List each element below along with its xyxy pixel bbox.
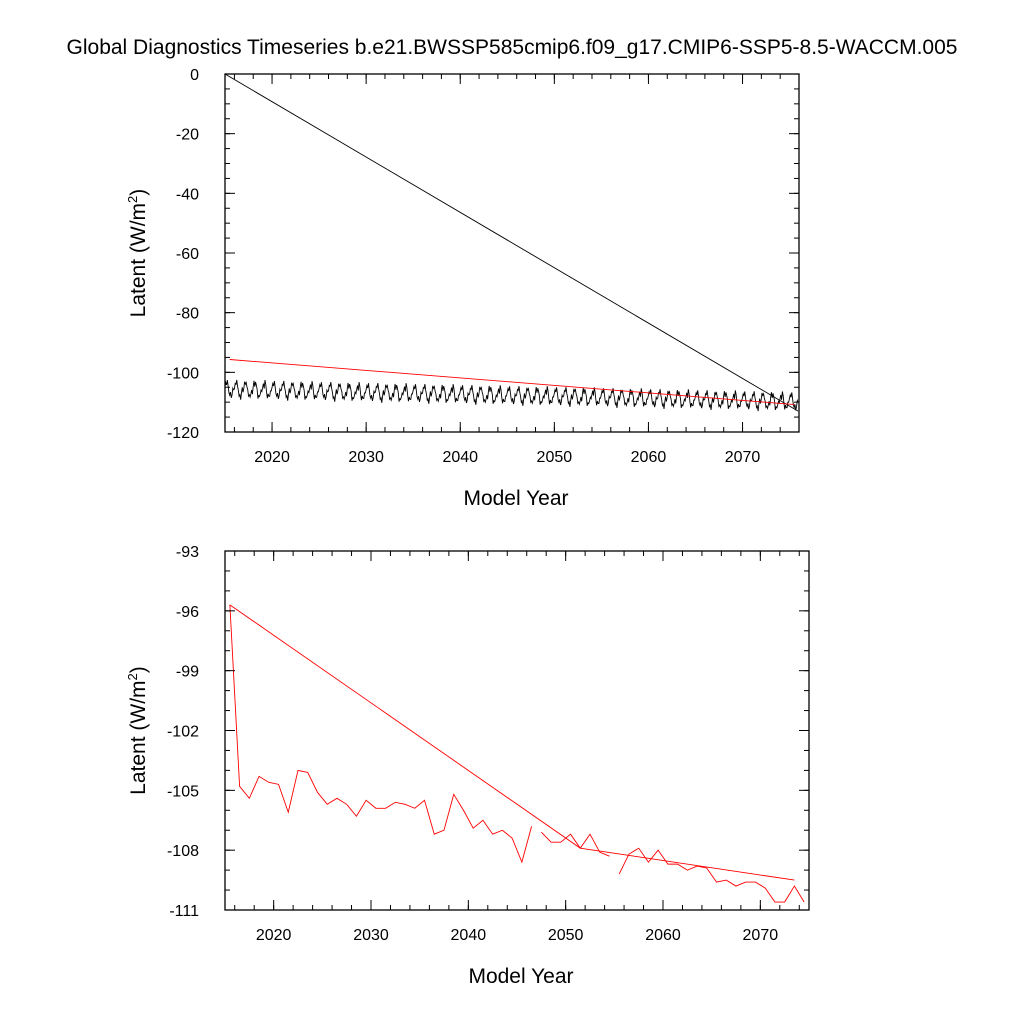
x-axis-label: Model Year — [468, 965, 573, 988]
y-tick-label: -96 — [176, 604, 199, 621]
x-axis-label: Model Year — [463, 487, 568, 510]
y-tick-label: -100 — [167, 365, 199, 382]
y-axis-label: Latent (W/m2) — [125, 666, 150, 795]
x-tick-label: 2060 — [645, 927, 681, 944]
series-group — [225, 74, 799, 412]
x-tick-label: 2040 — [451, 927, 487, 944]
y-tick-label: -108 — [167, 843, 199, 860]
y-tick-label: -102 — [167, 724, 199, 741]
y-tick-label: -80 — [176, 306, 199, 323]
y-tick-label: -111 — [169, 903, 199, 920]
x-tick-label: 2040 — [442, 449, 478, 466]
y-tick-label: -120 — [167, 425, 199, 442]
y-tick-label: -20 — [176, 127, 199, 144]
x-tick-label: 2050 — [537, 449, 573, 466]
y-tick-label: -99 — [176, 664, 199, 681]
x-tick-label: 2070 — [743, 927, 779, 944]
y-tick-label: -60 — [176, 246, 199, 263]
bottom-panel: 2020 2030 2040 2050 2060 2070 -93 -96 -99 -102 -10… — [125, 544, 810, 988]
y-tick-label: 0 — [190, 67, 199, 84]
series-line-2 — [229, 359, 795, 405]
x-tick-label: 2020 — [254, 449, 290, 466]
page-title: Global Diagnostics Timeseries b.e21.BWSS… — [66, 36, 958, 59]
y-tick-label: -40 — [176, 186, 199, 203]
x-tick-label: 2030 — [353, 927, 389, 944]
top-panel: 2020 2030 2040 2050 2060 2070 0 -20 -40 -60 -80 -10… — [125, 67, 800, 510]
x-tick-label: 2060 — [631, 449, 667, 466]
y-tick-label: -105 — [167, 783, 199, 800]
series-line-0 — [225, 379, 799, 412]
x-tick-label: 2030 — [348, 449, 384, 466]
series-line-1 — [225, 74, 799, 412]
plot-frame — [224, 73, 800, 433]
y-axis-label: Latent (W/m2) — [125, 189, 150, 318]
x-tick-label: 2070 — [725, 449, 761, 466]
series-line-1 — [229, 604, 795, 881]
series-line-0 — [229, 604, 805, 903]
x-tick-label: 2020 — [256, 927, 292, 944]
y-tick-label: -93 — [176, 544, 199, 561]
series-group — [229, 604, 805, 903]
x-tick-label: 2050 — [548, 927, 584, 944]
plot-frame — [224, 550, 810, 911]
